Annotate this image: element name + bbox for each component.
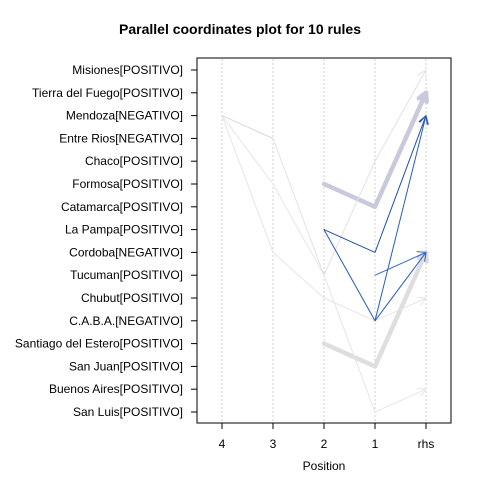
y-tick-label: Mendoza[NEGATIVO] [66,109,183,123]
y-tick-label: Chaco[POSITIVO] [85,154,183,168]
rule [221,115,274,139]
grid [221,59,427,422]
y-tick-label: Cordoba[NEGATIVO] [69,245,183,259]
rule-line [323,229,427,322]
rule-line [321,250,429,369]
rule [374,251,427,276]
y-tick-label: Formosa[POSITIVO] [72,177,183,191]
rule-line [321,90,429,210]
rule-line [374,251,427,276]
rule [221,115,427,322]
rule [321,90,429,210]
rule [374,115,429,322]
rule-line [323,115,427,253]
y-tick-label: La Pampa[POSITIVO] [65,223,183,237]
y-tick-label: Santiago del Estero[POSITIVO] [15,337,183,351]
rule-line [221,115,427,322]
rule-arrowhead [417,69,427,80]
rules-layer [221,69,429,413]
rule-arrowhead [416,251,427,261]
y-tick-label: Tucuman[POSITIVO] [70,268,183,282]
y-axis-ticks [191,69,197,413]
y-tick-label: Misiones[POSITIVO] [72,63,183,77]
y-tick-label: Entre Rios[NEGATIVO] [59,131,183,145]
x-axis: 4 3 2 1 rhs [219,423,435,451]
y-axis-labels: Misiones[POSITIVO] Tierra del Fuego[POSIT… [15,63,183,419]
x-tick-label: 2 [321,437,328,451]
x-tick-label: rhs [418,437,435,451]
x-tick-label: 3 [270,437,277,451]
y-tick-label: San Luis[POSITIVO] [73,405,183,419]
rule [272,69,427,276]
y-tick-label: San Juan[POSITIVO] [69,359,183,373]
y-tick-label: Catamarca[POSITIVO] [61,200,183,214]
rule-line [272,69,427,276]
rule-arrowhead [419,115,429,125]
x-axis-title: Position [303,459,346,473]
y-tick-label: Tierra del Fuego[POSITIVO] [32,86,183,100]
y-tick-label: Chubut[POSITIVO] [81,291,183,305]
chart-title: Parallel coordinates plot for 10 rules [119,21,361,37]
x-tick-label: 1 [372,437,379,451]
rule [321,250,429,369]
rule-arrowhead [416,387,427,397]
rule-arrowhead [416,296,427,306]
y-tick-label: Buenos Aires[POSITIVO] [49,382,183,396]
y-tick-label: C.A.B.A.[NEGATIVO] [69,314,183,328]
rule-line [221,115,274,139]
rule-line [374,115,427,322]
x-tick-label: 4 [219,437,226,451]
rule [323,115,428,253]
rule-arrowhead [416,90,429,105]
